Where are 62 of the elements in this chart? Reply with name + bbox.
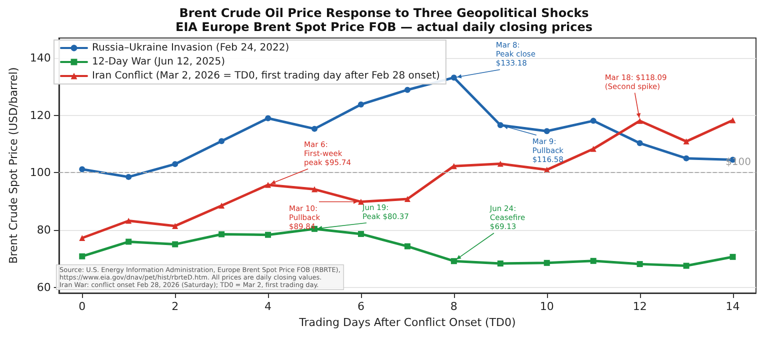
point bbox=[404, 86, 410, 93]
point bbox=[590, 146, 596, 152]
point bbox=[265, 232, 272, 238]
point bbox=[358, 230, 364, 237]
point bbox=[683, 155, 690, 162]
x-tick-label: 12 bbox=[632, 300, 647, 313]
point bbox=[172, 241, 178, 248]
point bbox=[590, 258, 596, 264]
point bbox=[450, 258, 457, 264]
point bbox=[126, 238, 132, 245]
y-tick-label: 60 bbox=[36, 280, 51, 294]
point bbox=[358, 101, 364, 108]
x-tick-label: 0 bbox=[78, 300, 86, 313]
point bbox=[358, 198, 364, 205]
x-tick-label: 8 bbox=[450, 300, 458, 313]
ref-line-label: $100 bbox=[726, 157, 751, 168]
y-tick-label: 120 bbox=[30, 108, 51, 122]
point bbox=[172, 161, 178, 168]
chart-subtitle: EIA Europe Brent Spot Price FOB — actual daily closing prices bbox=[176, 20, 592, 34]
point bbox=[683, 138, 690, 144]
point bbox=[126, 174, 132, 180]
point bbox=[636, 140, 643, 146]
point bbox=[636, 118, 643, 124]
point bbox=[590, 118, 596, 124]
point bbox=[126, 218, 132, 224]
point bbox=[683, 262, 690, 269]
point bbox=[544, 128, 550, 134]
point bbox=[79, 253, 86, 260]
point bbox=[79, 166, 86, 172]
x-tick-label: 14 bbox=[726, 300, 740, 313]
point bbox=[79, 234, 86, 241]
point bbox=[497, 260, 504, 266]
point bbox=[218, 138, 225, 144]
legend-label: 12-Day War (Jun 12, 2025) bbox=[92, 56, 226, 68]
point bbox=[497, 122, 504, 128]
point bbox=[218, 231, 225, 238]
point bbox=[636, 261, 643, 268]
point bbox=[312, 126, 318, 132]
point bbox=[172, 222, 178, 229]
point bbox=[404, 243, 410, 250]
x-tick-label: 10 bbox=[540, 300, 554, 313]
y-tick-label: 100 bbox=[30, 166, 51, 180]
y-tick-label: 140 bbox=[30, 52, 51, 65]
point bbox=[404, 196, 410, 202]
legend-label: Iran Conflict (Mar 2, 2026 = TD0, first trading day after Feb 28 onset) bbox=[92, 70, 440, 82]
point bbox=[265, 182, 272, 188]
x-axis-title: Trading Days After Conflict Onset (TD0) bbox=[298, 316, 516, 329]
point bbox=[497, 160, 504, 167]
point bbox=[730, 117, 736, 124]
y-axis-title: Brent Crude Spot Price (USD/barrel) bbox=[7, 67, 20, 264]
x-tick-label: 2 bbox=[172, 300, 179, 313]
point bbox=[450, 74, 457, 81]
point bbox=[312, 186, 318, 192]
x-tick-label: 4 bbox=[264, 300, 272, 313]
x-tick-label: 6 bbox=[357, 300, 364, 313]
point bbox=[730, 254, 736, 260]
point bbox=[544, 260, 550, 266]
legend-label: Russia–Ukraine Invasion (Feb 24, 2022) bbox=[92, 42, 290, 54]
y-tick-label: 80 bbox=[36, 223, 51, 236]
point bbox=[265, 115, 272, 122]
chart-title: Brent Crude Oil Price Response to Three Geopolitical Shocks bbox=[179, 6, 589, 20]
point bbox=[218, 202, 225, 209]
